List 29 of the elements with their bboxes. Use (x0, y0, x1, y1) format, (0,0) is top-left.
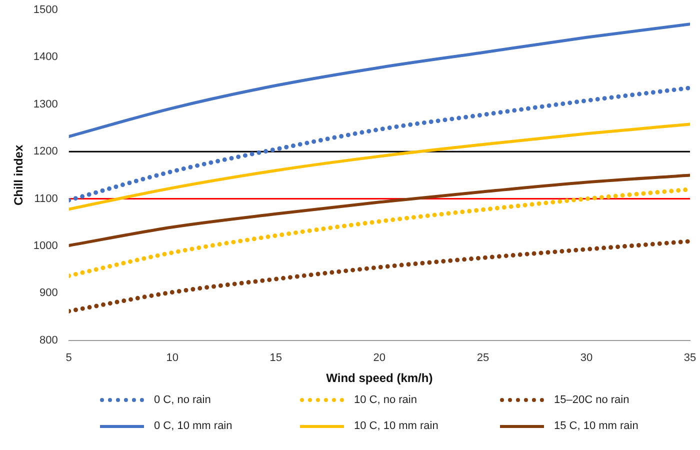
y-axis-title: Chill index (12, 144, 26, 206)
y-tick-label: 1200 (33, 146, 58, 158)
legend-label: 15 C, 10 mm rain (554, 420, 638, 432)
legend-label: 10 C, no rain (354, 394, 417, 406)
line-series (68, 187, 690, 278)
legend-label: 10 C, 10 mm rain (354, 420, 438, 432)
y-tick-label: 1300 (33, 98, 58, 110)
line-series (68, 86, 690, 202)
y-tick-label: 1400 (33, 51, 58, 64)
x-tick-label: 15 (270, 352, 282, 364)
y-tick-label: 800 (40, 334, 58, 346)
line-series (68, 122, 690, 211)
x-tick-label: 20 (373, 352, 386, 364)
y-tick-label: 1000 (33, 240, 58, 252)
x-tick-label: 5 (66, 352, 72, 364)
y-tick-label: 900 (40, 287, 58, 300)
line-series (68, 22, 690, 138)
x-axis-title: Wind speed (km/h) (326, 371, 433, 386)
line-series (68, 239, 690, 314)
line-series (68, 174, 690, 248)
y-tick-label: 1500 (33, 4, 58, 16)
legend-label: 15–20C no rain (554, 394, 630, 406)
x-tick-label: 10 (166, 352, 179, 364)
x-tick-label: 35 (684, 352, 696, 364)
legend-label: 0 C, 10 mm rain (154, 420, 232, 432)
x-tick-label: 30 (580, 352, 593, 364)
x-tick-label: 25 (476, 352, 490, 364)
y-tick-label: 1100 (34, 192, 58, 205)
legend-label: 0 C, no rain (154, 394, 211, 406)
